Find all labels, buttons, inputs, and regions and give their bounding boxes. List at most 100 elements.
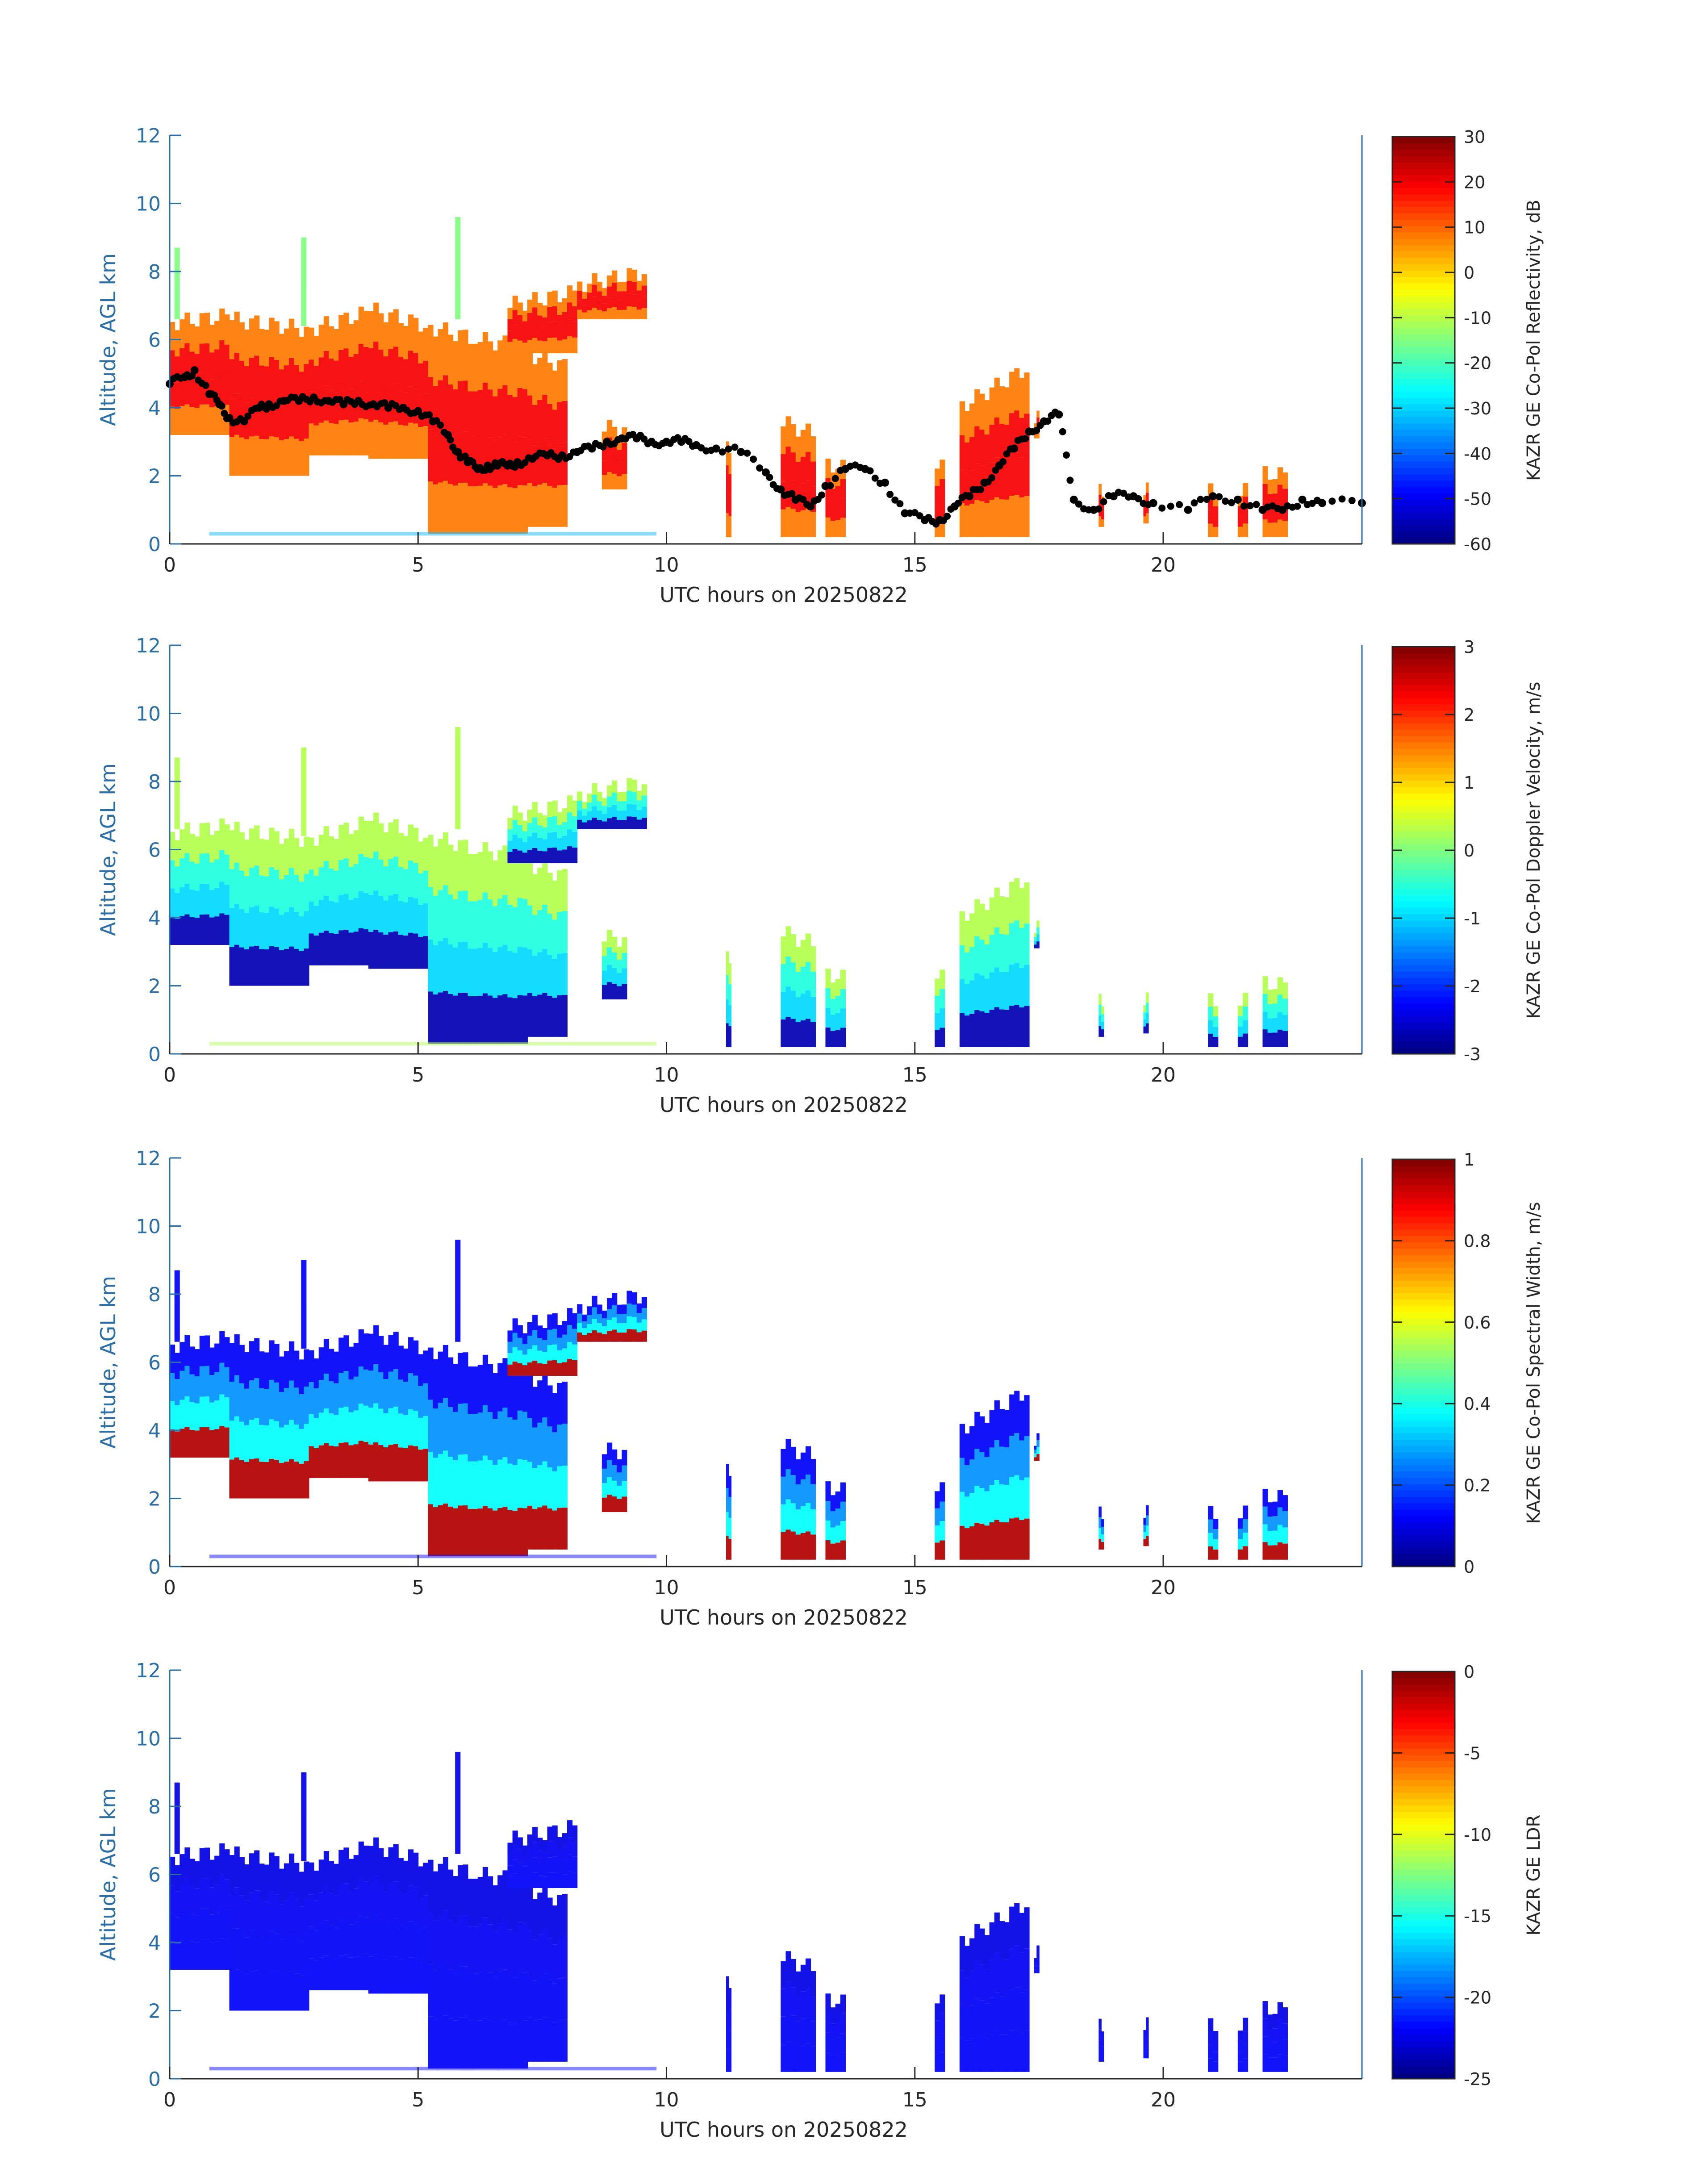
radar-cell [1272, 2057, 1278, 2072]
cloud-base-point [831, 475, 839, 482]
radar-cell [1009, 1394, 1015, 1436]
radar-cell [301, 237, 307, 326]
radar-cell [1213, 2031, 1219, 2041]
radar-cell [617, 1459, 622, 1473]
cloud-base-point [1278, 506, 1286, 514]
radar-cell [363, 820, 369, 857]
radar-cell [299, 951, 305, 986]
radar-cell [1034, 1457, 1037, 1461]
radar-cell [1101, 2046, 1104, 2054]
radar-cell [965, 1496, 970, 1529]
radar-cell [1101, 1519, 1104, 1527]
radar-cell [294, 439, 300, 476]
radar-cell [1143, 1005, 1147, 1012]
radar-cell [517, 388, 523, 437]
radar-cell [806, 933, 811, 962]
radar-cell [408, 386, 414, 423]
radar-cell [1146, 2038, 1149, 2048]
radar-cell [517, 1875, 523, 1888]
radar-cell [527, 1349, 533, 1362]
radar-cell [617, 811, 622, 820]
radar-cell [477, 852, 483, 900]
colorbar-swatch [1392, 914, 1455, 921]
radar-cell [259, 1937, 265, 1974]
radar-cell [378, 422, 384, 459]
radar-cell [175, 866, 180, 893]
radar-cell [522, 852, 528, 863]
radar-cell [636, 1322, 642, 1333]
radar-cell [468, 901, 473, 949]
colorbar-tick-label: -15 [1464, 1906, 1491, 1926]
radar-cell [726, 1464, 729, 1488]
radar-cell [507, 852, 513, 863]
radar-cell [274, 1856, 280, 1895]
radar-cell [537, 1338, 543, 1351]
radar-cell [418, 1450, 424, 1482]
colorbar-swatch [1392, 1350, 1455, 1357]
radar-cell [180, 319, 185, 348]
radar-cell [1267, 2014, 1273, 2029]
radar-cell [1262, 2001, 1268, 2019]
radar-cell [562, 849, 568, 863]
radar-cell [810, 2021, 816, 2047]
radar-cell [229, 1421, 235, 1460]
colorbar-swatch [1392, 1223, 1455, 1230]
radar-cell [264, 876, 270, 913]
colorbar-swatch [1392, 698, 1455, 705]
radar-cell [622, 819, 627, 829]
radar-cell [358, 1953, 364, 1990]
radar-cell [622, 792, 627, 802]
colorbar-swatch [1392, 435, 1455, 443]
radar-cell [244, 912, 250, 949]
radar-cell [552, 800, 558, 816]
radar-cell [974, 1010, 980, 1047]
colorbar-swatch [1392, 2066, 1455, 2073]
radar-cell [1019, 2032, 1025, 2072]
radar-cell [601, 821, 607, 829]
radar-cell [189, 889, 195, 917]
radar-cell [244, 839, 250, 876]
radar-cell [244, 949, 250, 986]
radar-cell [329, 1349, 334, 1381]
radar-cell [398, 867, 404, 901]
radar-cell [453, 1924, 459, 1972]
radar-cell [348, 1346, 354, 1380]
radar-cell [453, 851, 459, 899]
radar-cell [477, 342, 483, 390]
radar-cell [463, 1915, 468, 1967]
radar-cell [338, 1920, 344, 1956]
radar-cell [810, 436, 816, 462]
y-tick-label: 12 [136, 125, 161, 147]
radar-cell [790, 1503, 796, 1532]
radar-cell [582, 1314, 588, 1321]
radar-cell [795, 1534, 801, 1560]
radar-cell [334, 1415, 339, 1446]
radar-cell [224, 344, 230, 375]
radar-cell [284, 1974, 289, 2011]
radar-cell [180, 1342, 185, 1371]
radar-cell [552, 488, 558, 527]
colorbar-swatch [1392, 423, 1455, 430]
cloud-base-point [1197, 496, 1204, 503]
radar-cell [309, 1926, 314, 1959]
radar-cell [358, 1916, 364, 1953]
radar-cell [1101, 2054, 1104, 2062]
radar-cell [795, 1484, 801, 1510]
radar-cell [214, 1941, 220, 1970]
radar-cell [547, 486, 553, 527]
colorbar-swatch [1392, 1197, 1455, 1204]
colorbar-swatch [1392, 1697, 1455, 1704]
radar-cell [587, 820, 593, 829]
radar-cell [567, 812, 573, 830]
radar-cell [1036, 1966, 1040, 1973]
radar-cell [552, 322, 558, 338]
radar-cell [552, 1432, 558, 1471]
radar-cell [592, 783, 597, 795]
radar-cell [835, 520, 841, 537]
radar-cell [1019, 1007, 1025, 1047]
radar-cell [617, 309, 622, 319]
radar-cell [388, 349, 394, 386]
radar-cell [517, 946, 523, 995]
radar-cell [965, 1945, 970, 1977]
radar-cell [507, 1510, 513, 1557]
